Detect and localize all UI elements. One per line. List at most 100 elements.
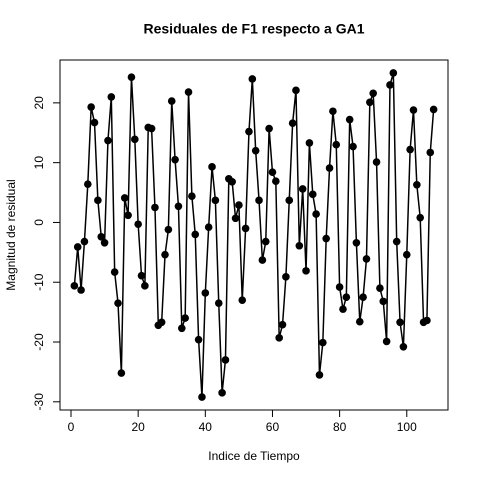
point — [248, 75, 257, 83]
y-tick-label: -10 — [32, 273, 46, 291]
point — [372, 158, 381, 166]
point — [282, 273, 290, 281]
point — [409, 106, 418, 114]
point — [214, 299, 223, 307]
point — [416, 213, 424, 222]
point — [406, 145, 414, 154]
point — [191, 230, 200, 239]
point — [84, 180, 92, 188]
point — [221, 356, 230, 364]
point — [288, 119, 297, 127]
point — [188, 192, 196, 200]
point — [211, 196, 220, 205]
point — [184, 88, 193, 96]
point — [104, 136, 112, 145]
point — [386, 81, 394, 89]
point — [204, 223, 213, 232]
point — [362, 255, 371, 263]
point — [73, 243, 82, 251]
point — [382, 337, 391, 346]
point — [181, 314, 189, 322]
point — [366, 98, 374, 107]
point — [376, 284, 384, 293]
point — [167, 97, 176, 105]
point — [174, 202, 183, 211]
point — [392, 237, 401, 246]
point — [120, 194, 129, 202]
point — [339, 305, 347, 313]
point — [332, 140, 341, 149]
point — [278, 320, 287, 329]
x-tick-label: 20 — [131, 420, 145, 434]
x-tick-label: 80 — [333, 420, 347, 434]
point — [157, 318, 166, 327]
point — [426, 148, 435, 157]
point — [312, 210, 320, 218]
y-tick-label: 0 — [32, 219, 46, 226]
point — [355, 317, 364, 326]
point — [349, 142, 357, 151]
x-axis-label: Indice de Tiempo — [208, 449, 300, 463]
point — [305, 139, 314, 147]
point — [201, 289, 210, 297]
point — [110, 268, 119, 276]
point — [261, 237, 270, 246]
point — [345, 115, 354, 124]
point — [251, 146, 260, 155]
point — [238, 296, 247, 304]
point — [413, 180, 421, 189]
point — [399, 343, 408, 351]
point — [70, 282, 79, 290]
point — [265, 124, 273, 133]
point — [235, 201, 243, 209]
point — [322, 234, 330, 243]
point — [194, 335, 203, 344]
point — [298, 185, 307, 193]
point — [295, 241, 304, 250]
y-tick-label: 20 — [32, 96, 46, 110]
point — [379, 297, 388, 306]
point — [147, 124, 156, 133]
point — [107, 93, 116, 101]
point — [117, 369, 126, 377]
point — [369, 89, 377, 98]
point — [335, 283, 344, 291]
point — [329, 107, 337, 116]
x-tick-label: 0 — [68, 420, 75, 434]
point — [402, 250, 411, 259]
point — [325, 164, 334, 172]
point — [80, 237, 89, 246]
point — [352, 238, 361, 247]
point — [255, 196, 263, 205]
point — [100, 238, 109, 247]
plot-box — [59, 59, 449, 411]
x-tick-label: 100 — [397, 420, 417, 434]
point — [285, 196, 294, 205]
point — [268, 168, 277, 177]
chart-title: Residuales de F1 respecto a GA1 — [144, 21, 365, 37]
point — [272, 177, 280, 185]
point — [127, 73, 136, 81]
point — [137, 271, 146, 280]
x-tick-label: 60 — [266, 420, 280, 434]
point — [151, 203, 159, 212]
point — [275, 334, 283, 342]
y-tick-label: -20 — [32, 333, 46, 351]
point — [245, 127, 253, 136]
point — [164, 225, 173, 234]
point — [161, 250, 169, 259]
point — [359, 293, 367, 301]
point — [308, 190, 317, 199]
point — [342, 293, 351, 301]
point — [389, 69, 398, 77]
point — [124, 211, 132, 220]
point — [429, 105, 438, 114]
point — [90, 118, 99, 127]
point — [77, 286, 85, 294]
point — [319, 338, 327, 347]
point — [94, 196, 102, 205]
point — [198, 393, 206, 401]
point — [114, 299, 122, 307]
